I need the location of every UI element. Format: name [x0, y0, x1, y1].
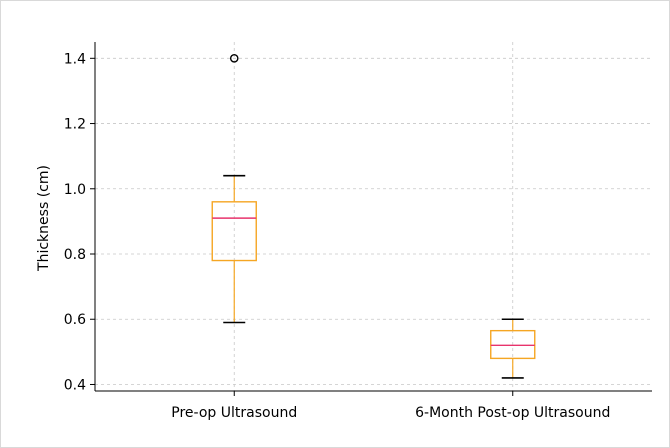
y-tick-label: 1.0 — [64, 182, 86, 198]
grid-lines — [95, 42, 652, 391]
boxes — [211, 54, 536, 379]
box-group — [490, 318, 536, 379]
y-axis-label: Thickness (cm) — [36, 165, 52, 272]
iqr-box — [211, 201, 257, 262]
y-tick-label: 0.6 — [64, 312, 86, 328]
y-tick-label: 0.8 — [64, 247, 86, 263]
x-tick-label: 6-Month Post-op Ultrasound — [415, 405, 610, 421]
box-group — [211, 54, 257, 324]
y-tick-label: 1.2 — [64, 117, 86, 133]
y-tick-label: 1.4 — [64, 51, 86, 67]
y-axis-ticks: 0.4 0.6 0.8 1.0 1.2 1.4 — [64, 51, 95, 393]
x-tick-label: Pre-op Ultrasound — [171, 405, 297, 421]
iqr-box — [490, 329, 536, 360]
x-axis-ticks: Pre-op Ultrasound 6-Month Post-op Ultraso… — [171, 391, 610, 421]
y-tick-label: 0.4 — [64, 377, 86, 393]
outlier-point — [229, 54, 239, 63]
axes — [94, 42, 652, 392]
